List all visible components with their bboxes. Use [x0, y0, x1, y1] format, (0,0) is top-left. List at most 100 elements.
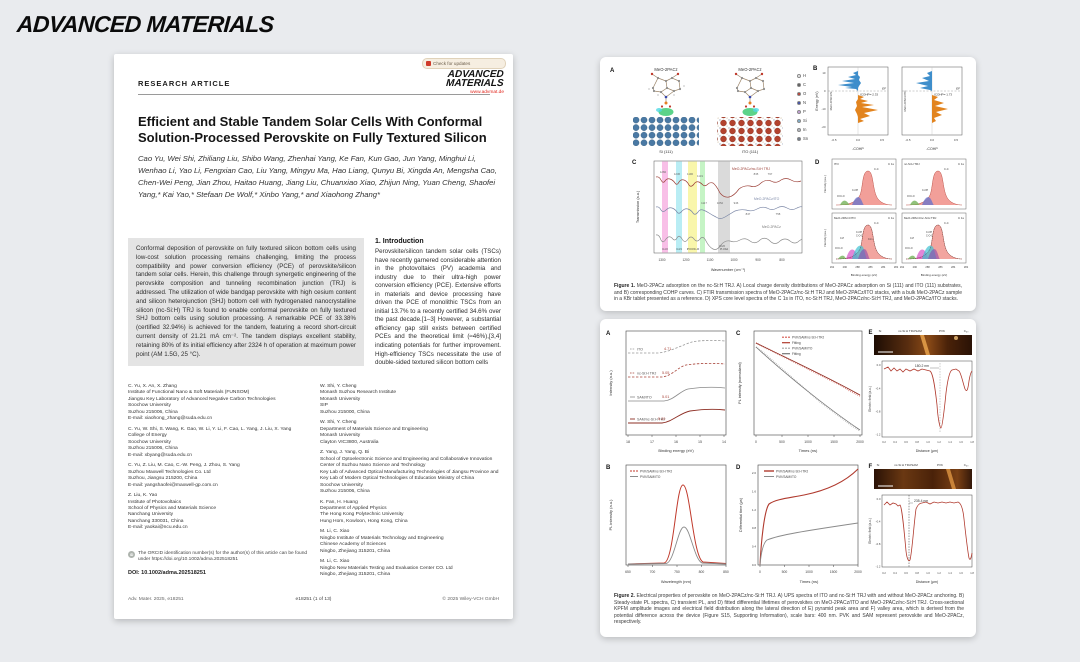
orcid-text[interactable]: The ORCID identification number(s) for t…	[138, 551, 308, 563]
kpfm-layer-labels: Si nc-Si:H TRJ/SAM PVK C₆₀	[877, 463, 969, 467]
trpl-legend: PVK/SAM/nc-Si:H TRJ Fitting PVK/SAM/ITO …	[782, 336, 825, 356]
tick-label: 1.0	[926, 440, 930, 444]
peak-label: O=C-O	[837, 195, 845, 198]
affiliation-block: W. Shi, Y. Cheng Monash Suzhou Research …	[320, 384, 397, 415]
atom-label: Si	[803, 118, 807, 123]
xps-xticks: 292 290 288 286 284 282 292 290 288 286 …	[830, 265, 969, 269]
atom-si-icon	[797, 118, 801, 123]
peak-label: 1236	[674, 172, 681, 176]
band-label: C-N	[676, 247, 681, 251]
tick-label: 0.0	[877, 363, 881, 367]
atom-label: Sn	[803, 136, 809, 141]
affiliation-block: K. Fan, H. Huang Department of Applied P…	[320, 499, 408, 524]
figure2-caption-text: Electrical properties of perovskite on M…	[614, 593, 965, 626]
layer-label: Si	[879, 329, 882, 333]
figure1-caption-text: MeO-2PACz adsorption on the nc-Si:H TRJ.…	[614, 283, 963, 303]
fermi-level-label: EF	[882, 87, 886, 91]
scale-bar	[878, 485, 893, 487]
tick-label: 500	[782, 570, 788, 574]
xps-title: MeO-2PACz/ITO	[834, 216, 856, 220]
xps-ylabel: Intensity (a.u.)	[823, 229, 827, 247]
figure2-card: A ITO nc-Si:H TRJ SAM/ITO SAM/nc-Si:H TR…	[600, 319, 976, 637]
figure2-panel-b-pl: B PVK/SAM/nc-Si:H TRJ PVK/SAM/ITO 650 70…	[606, 464, 729, 584]
trpl-fit-ito	[755, 346, 861, 431]
affiliation-block: C. Yu, X. An, X. Zhang Institute of Func…	[128, 384, 276, 422]
scale-bar	[878, 351, 893, 353]
ups-value-sam-trj: 5.20	[658, 417, 665, 421]
peak-label: C-OH	[852, 189, 858, 192]
peak-label: C-O-C	[856, 235, 863, 238]
lifetime-xticks: 0 500 1000 1500 2000	[759, 570, 862, 574]
atom-in-icon	[797, 127, 801, 132]
peak-label: 1190	[687, 172, 693, 176]
xps-corner: C 1s	[958, 216, 964, 220]
peak-label: 1117	[701, 201, 707, 205]
xps-panel-sam-trj: MeO-2PACz/nc-Si:H TRJ C 1s C-C C-P C-OH …	[901, 212, 967, 264]
affiliation-block: M. Li, C. Xiao Ningbo Institute of Mater…	[320, 529, 444, 554]
tick-label: 292	[900, 265, 905, 269]
panel-b-label: B	[813, 66, 818, 72]
xps-corner: C 1s	[888, 162, 894, 166]
introduction-heading: 1. Introduction	[375, 238, 424, 245]
tick-label: 0.8	[752, 526, 757, 530]
footer-citation: Adv. Mater. 2025, e18251	[128, 597, 184, 602]
tick-label: 1000	[730, 258, 737, 262]
xps-corner: C 1s	[958, 162, 964, 166]
journal-url[interactable]: www.advmat.de	[470, 89, 504, 95]
peak-label: C-O-C	[926, 235, 933, 238]
tick-label: 17	[650, 440, 654, 444]
lifetime-curve-ito	[759, 522, 859, 566]
pl-curve-trj	[627, 484, 727, 565]
ftir-curve-trj	[655, 176, 802, 198]
tick-label: 650	[625, 570, 631, 574]
tick-label: 2000	[856, 440, 864, 444]
ftir-xlabel: Wavenumber (cm⁻¹)	[711, 268, 746, 272]
advanced-materials-logo: ADVANCED MATERIALS	[16, 11, 275, 37]
efield-yticks: 0.0 -0.4 -0.8 -1.2	[876, 497, 881, 569]
peak-label: C-OH	[922, 189, 928, 192]
tick-label: -0.5	[905, 138, 911, 142]
article-type-label: RESEARCH ARTICLE	[138, 79, 231, 88]
figure2-caption: Figure 2. Electrical properties of perov…	[614, 593, 964, 626]
figure1-panel-a-molecules: A MeO-2PACz MeO-2PACz	[610, 67, 783, 154]
efield-ylabel: Electric field (a.u.)	[868, 386, 872, 412]
tick-label: 1.6	[752, 489, 757, 493]
ftir-curve-bulk	[655, 234, 803, 250]
tick-label: 0.2	[882, 571, 886, 575]
tick-label: 1.4	[948, 571, 952, 575]
efield-xticks: 0.2 0.4 0.6 0.8 1.0 1.2 1.4 1.6 1.8	[882, 571, 974, 575]
ups-curve-trj	[628, 362, 726, 378]
tick-label: -0.8	[876, 542, 881, 546]
legend-label: PVK/SAM/ITO	[640, 475, 661, 479]
peak-label: C-P	[840, 237, 845, 240]
page-footer: Adv. Mater. 2025, e18251 e18251 (1 of 13…	[114, 597, 513, 607]
cohp-antibonding-right	[932, 95, 948, 123]
cohp-bonding-left	[838, 71, 858, 91]
peak-label: 835	[754, 172, 759, 176]
lifetime-yticks: 0.0 0.4 0.8 1.2 1.6 2.0	[752, 471, 757, 567]
tick-label: 1000	[804, 440, 812, 444]
band-label: P=O/C-O	[687, 247, 700, 251]
ups-label-sam-trj: SAM/nc-Si:H TRJ	[637, 418, 665, 422]
tick-label: 1.2	[937, 440, 941, 444]
ups-label-ito: ITO	[637, 348, 643, 352]
atom-legend-item: N	[797, 98, 813, 107]
header-divider	[138, 94, 490, 95]
ftir-ylabel: Transmission (a.u.)	[636, 190, 640, 223]
xps-ylabel: Intensity (a.u.)	[823, 175, 827, 193]
doi-line[interactable]: DOI: 10.1002/adma.202518251	[128, 570, 206, 576]
check-for-updates-badge[interactable]: Check for updates	[422, 58, 506, 69]
peak-label: O=C-O	[907, 195, 915, 198]
ups-xlabel: Binding energy (eV)	[658, 448, 694, 453]
ups-curve-sam-trj	[628, 408, 726, 424]
ups-ylabel: Intensity (a.u.)	[608, 370, 613, 396]
tick-label: 0.0	[877, 497, 881, 501]
affiliation-block: C. Yu, W. Shi, S. Wang, K. Gao, W. Li, Y…	[128, 426, 292, 458]
efield-xlabel: Distance (μm)	[916, 449, 938, 453]
xps-title: nc-Si:H TRJ	[904, 162, 920, 166]
substrate-label-si: Si (111)	[659, 149, 673, 154]
cohp-antibonding-left	[858, 95, 878, 123]
molecule-on-si	[633, 72, 699, 146]
cohp-stack-right: MeO-2PACz/ITO	[903, 90, 907, 112]
journal-logo-line2: MATERIALS	[446, 77, 505, 89]
